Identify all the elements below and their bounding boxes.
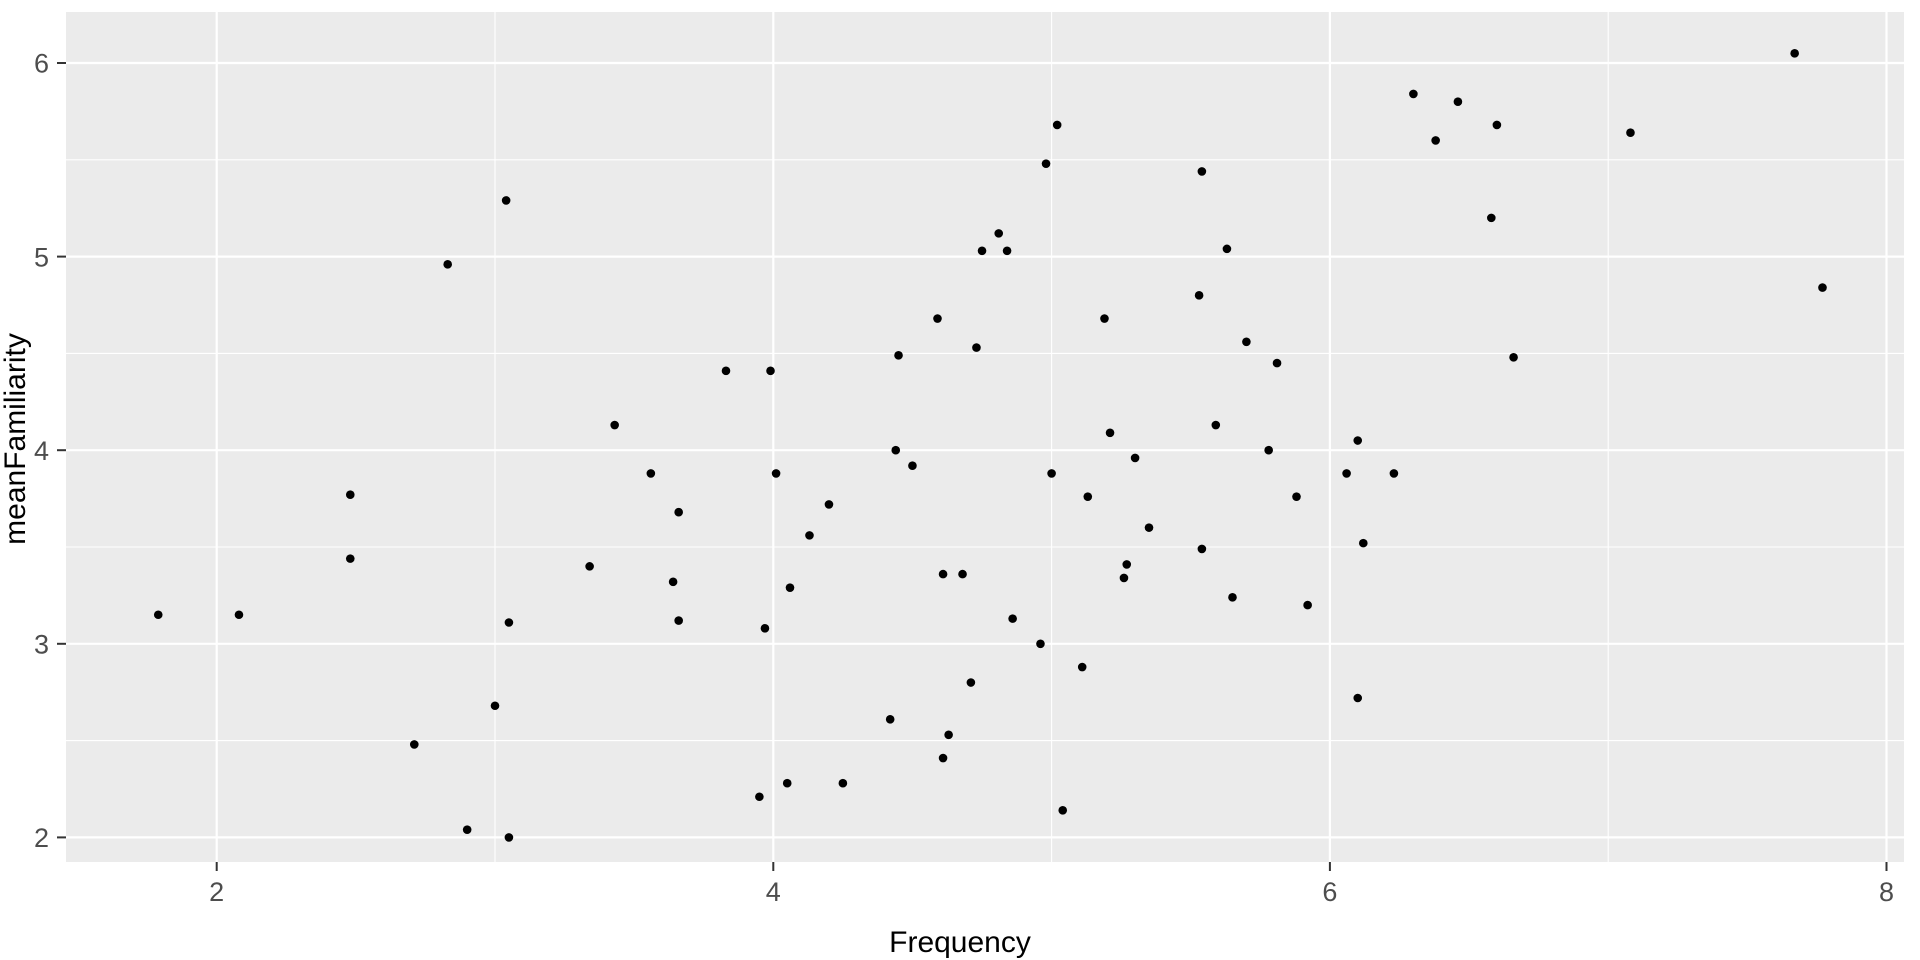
y-tick-label: 4 xyxy=(34,436,49,466)
data-point xyxy=(234,610,244,620)
data-point xyxy=(443,260,452,269)
data-point xyxy=(1002,246,1012,256)
data-point xyxy=(938,569,948,579)
data-point xyxy=(1353,436,1363,445)
x-tick-label: 2 xyxy=(209,877,224,907)
data-point xyxy=(345,490,355,500)
data-point xyxy=(1303,600,1312,610)
data-point xyxy=(1058,805,1068,815)
data-point xyxy=(782,778,792,788)
data-point xyxy=(668,577,678,587)
data-point xyxy=(885,715,895,724)
data-point xyxy=(785,583,795,592)
data-point xyxy=(966,678,976,687)
data-point xyxy=(1008,614,1017,623)
data-point xyxy=(646,469,656,478)
data-point xyxy=(1453,97,1463,107)
y-tick-label: 6 xyxy=(34,49,49,79)
data-point xyxy=(766,366,775,376)
data-point xyxy=(771,469,781,478)
data-point xyxy=(501,196,511,205)
data-point xyxy=(1100,314,1109,323)
data-point xyxy=(972,343,981,352)
data-point xyxy=(585,562,594,571)
data-point xyxy=(610,420,619,430)
data-point xyxy=(1353,693,1363,703)
x-tick-label: 6 xyxy=(1322,877,1337,907)
data-point xyxy=(1083,492,1093,501)
data-point xyxy=(504,833,514,842)
data-point xyxy=(760,624,770,633)
data-point xyxy=(1818,283,1827,292)
data-point xyxy=(674,616,683,625)
data-point xyxy=(1211,420,1221,430)
plot-panel xyxy=(66,12,1904,862)
data-point xyxy=(1790,49,1799,58)
data-point xyxy=(894,351,903,360)
data-point xyxy=(1047,469,1056,478)
data-point xyxy=(409,740,419,749)
data-point xyxy=(504,618,514,627)
data-point xyxy=(1119,573,1129,583)
data-point xyxy=(944,730,953,740)
data-point xyxy=(1242,337,1251,347)
data-point xyxy=(1272,358,1282,368)
data-point xyxy=(938,753,948,763)
data-point xyxy=(462,825,472,834)
data-point xyxy=(1144,523,1154,532)
data-point xyxy=(490,701,500,711)
data-point xyxy=(1105,428,1115,438)
data-point xyxy=(1492,120,1502,130)
data-point xyxy=(1194,291,1204,300)
y-tick-label: 2 xyxy=(34,823,49,853)
data-point xyxy=(1036,639,1045,649)
data-point xyxy=(1122,560,1132,569)
data-point xyxy=(891,445,901,455)
data-point xyxy=(908,461,917,470)
data-point xyxy=(1264,445,1273,455)
data-point xyxy=(1228,593,1237,602)
data-point xyxy=(805,531,814,540)
data-point xyxy=(1222,244,1232,254)
data-point xyxy=(153,610,163,620)
y-tick-label: 5 xyxy=(34,242,49,272)
x-axis-title: Frequency xyxy=(889,926,1031,959)
data-point xyxy=(1052,120,1062,130)
data-point xyxy=(958,569,967,579)
data-point xyxy=(1077,662,1087,672)
x-tick-label: 8 xyxy=(1879,877,1894,907)
data-point xyxy=(1197,544,1207,554)
y-axis-title: meanFamiliarity xyxy=(0,333,32,545)
data-point xyxy=(1342,469,1351,478)
data-point xyxy=(1431,136,1440,145)
data-point xyxy=(721,366,731,376)
data-point xyxy=(1130,453,1140,463)
data-point xyxy=(345,554,355,563)
data-point xyxy=(1197,167,1207,176)
data-point xyxy=(1626,128,1635,137)
data-point xyxy=(1509,352,1518,362)
data-point xyxy=(1292,492,1301,501)
x-tick-label: 4 xyxy=(766,877,781,907)
data-point xyxy=(1409,89,1418,99)
data-point xyxy=(824,500,834,509)
data-point xyxy=(977,246,987,256)
data-point xyxy=(1041,159,1051,168)
data-point xyxy=(933,314,942,323)
data-point xyxy=(674,507,683,517)
data-point xyxy=(1389,469,1399,478)
data-point xyxy=(994,229,1004,238)
data-point xyxy=(1487,213,1496,223)
y-tick-label: 3 xyxy=(34,630,49,660)
data-point xyxy=(838,778,848,788)
data-point xyxy=(1358,538,1368,548)
data-point xyxy=(755,792,764,802)
